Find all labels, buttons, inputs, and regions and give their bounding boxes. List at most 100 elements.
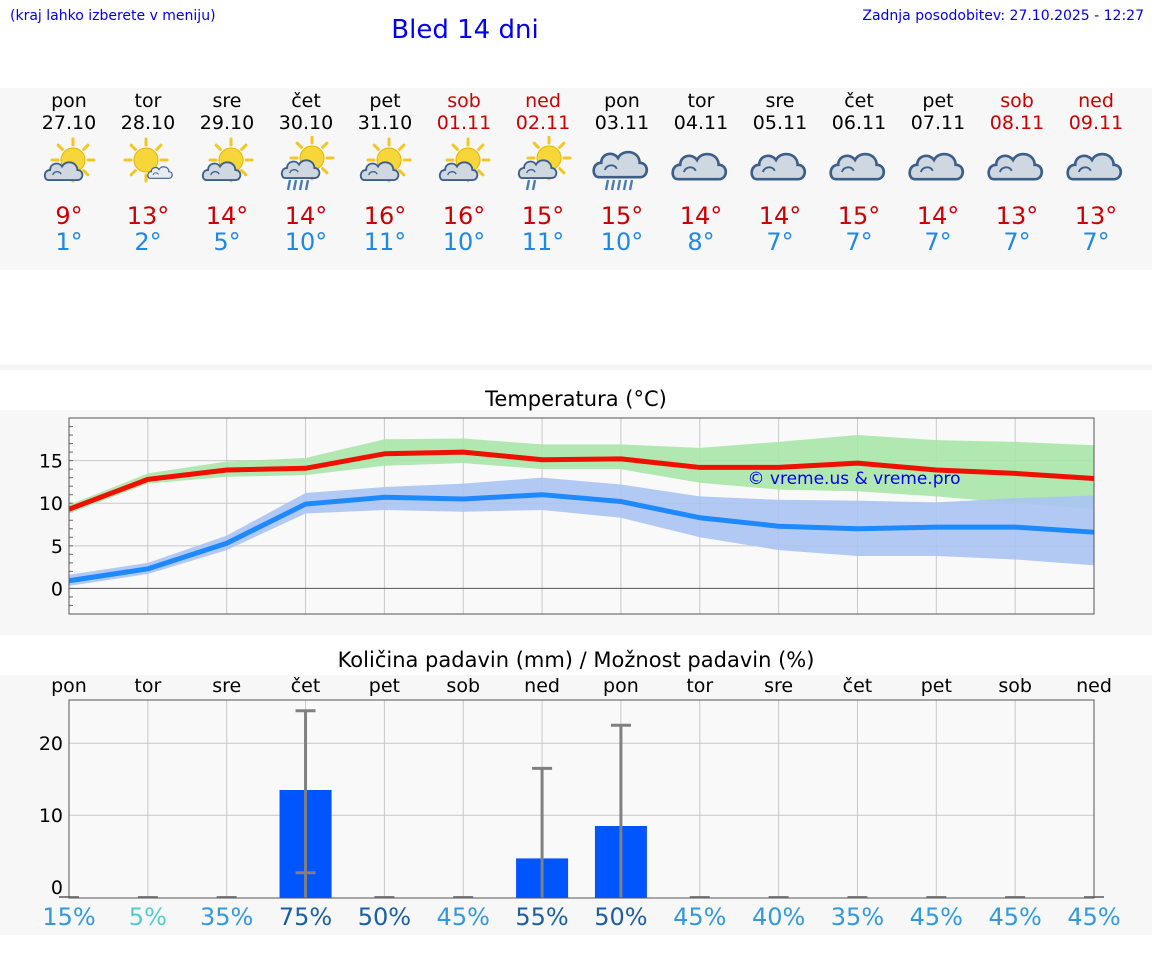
precipitation-probability: 50% bbox=[594, 903, 648, 931]
day-name: sob bbox=[1000, 90, 1034, 112]
page-title: Bled 14 dni bbox=[391, 15, 539, 45]
max-temperature: 15° bbox=[521, 202, 565, 230]
cloudy-icon bbox=[829, 152, 886, 181]
day-name: pet bbox=[369, 90, 401, 112]
cloudy-icon bbox=[987, 152, 1044, 181]
partly-sunny-icon bbox=[438, 137, 491, 183]
day-column: sob 08.11 13° 7° bbox=[977, 88, 1057, 256]
day-date: 03.11 bbox=[594, 112, 650, 134]
cloud-shape bbox=[359, 161, 400, 182]
sun-cloud-light-rain-icon bbox=[517, 136, 572, 191]
precipitation-probability: 40% bbox=[751, 903, 806, 931]
plot-frame bbox=[68, 699, 1095, 899]
cloudy-icon bbox=[671, 152, 728, 181]
day-column: pet 07.11 14° 7° bbox=[898, 88, 978, 256]
cloud-shape bbox=[671, 152, 728, 181]
precipitation-probability: 55% bbox=[515, 903, 569, 931]
day-column: sre 29.10 14° 5° bbox=[187, 88, 267, 256]
day-name: čet bbox=[844, 90, 874, 112]
sun-small-cloud-icon bbox=[123, 137, 173, 183]
partly-sunny-icon bbox=[201, 137, 254, 183]
max-temperature: 13° bbox=[995, 202, 1039, 230]
location-menu-hint: (kraj lahko izberete v meniju) bbox=[10, 8, 216, 24]
day-column: ned 02.11 15° 11° bbox=[503, 88, 583, 256]
y-tick-label: 20 bbox=[39, 733, 63, 755]
y-tick-label: 5 bbox=[51, 536, 63, 558]
day-name: sre bbox=[212, 90, 242, 112]
day-name: pon bbox=[51, 90, 87, 112]
day-name: tor bbox=[687, 90, 715, 112]
watermark: © vreme.us & vreme.pro bbox=[747, 469, 960, 489]
max-temperature: 14° bbox=[205, 202, 249, 230]
day-date: 04.11 bbox=[673, 112, 729, 134]
cloud-rain-icon bbox=[592, 150, 649, 191]
cloud-shape bbox=[438, 161, 479, 182]
precipitation-probability: 45% bbox=[909, 903, 963, 931]
x-day-label: ned bbox=[524, 675, 560, 697]
last-update-label: Zadnja posodobitev: 27.10.2025 - 12:27 bbox=[862, 8, 1144, 24]
temperature-chart-title: Temperatura (°C) bbox=[485, 387, 667, 411]
day-name: ned bbox=[1078, 90, 1114, 112]
min-temperature: 8° bbox=[687, 228, 715, 256]
cloudy-icon bbox=[750, 152, 807, 181]
precipitation-chart-title: Količina padavin (mm) / Možnost padavin … bbox=[337, 648, 815, 672]
day-date: 07.11 bbox=[910, 112, 966, 134]
day-date: 09.11 bbox=[1068, 112, 1124, 134]
day-column: pet 31.10 16° 11° bbox=[345, 88, 425, 256]
cloud-shape bbox=[829, 152, 886, 181]
day-name: pet bbox=[922, 90, 954, 112]
x-day-label: pon bbox=[603, 675, 639, 697]
max-temperature: 15° bbox=[837, 202, 881, 230]
plot-frame bbox=[68, 417, 1095, 615]
day-date: 29.10 bbox=[199, 112, 255, 134]
cloudy-icon bbox=[908, 152, 965, 181]
precipitation-probability: 15% bbox=[42, 903, 96, 931]
min-temperature: 7° bbox=[1003, 228, 1031, 256]
max-temperature: 13° bbox=[1074, 202, 1118, 230]
cloud-shape bbox=[147, 166, 173, 179]
min-temperature: 11° bbox=[521, 228, 565, 256]
min-temperature: 5° bbox=[213, 228, 241, 256]
cloud-shape bbox=[280, 159, 321, 180]
day-date: 02.11 bbox=[515, 112, 571, 134]
day-column: ned 09.11 13° 7° bbox=[1056, 88, 1136, 256]
precipitation-probability: 45% bbox=[988, 903, 1042, 931]
day-column: sob 01.11 16° 10° bbox=[424, 88, 504, 256]
min-temperature: 7° bbox=[1082, 228, 1110, 256]
precipitation-probability: 35% bbox=[200, 903, 254, 931]
max-temperature: 16° bbox=[363, 202, 407, 230]
x-day-label: pet bbox=[921, 675, 952, 697]
max-temperature: 14° bbox=[679, 202, 723, 230]
sun-cloud-rain-icon bbox=[280, 136, 335, 191]
max-temperature: 14° bbox=[284, 202, 328, 230]
min-temperature: 7° bbox=[924, 228, 952, 256]
day-date: 08.11 bbox=[989, 112, 1045, 134]
y-tick-label: 10 bbox=[39, 493, 63, 515]
x-day-label: čet bbox=[291, 675, 321, 697]
cloudy-icon bbox=[1066, 152, 1123, 181]
precipitation-probability: 35% bbox=[830, 903, 885, 931]
max-temperature: 14° bbox=[916, 202, 960, 230]
min-temperature: 1° bbox=[55, 228, 83, 256]
day-date: 31.10 bbox=[357, 112, 413, 134]
precipitation-probability: 75% bbox=[278, 903, 333, 931]
max-temperature: 14° bbox=[758, 202, 802, 230]
x-day-label: sob bbox=[998, 675, 1032, 697]
day-name: sob bbox=[447, 90, 481, 112]
y-tick-label: 15 bbox=[39, 451, 63, 473]
day-column: pon 27.10 9° 1° bbox=[29, 88, 109, 256]
day-date: 28.10 bbox=[120, 112, 176, 134]
cloud-shape bbox=[517, 159, 558, 180]
cloud-shape bbox=[43, 161, 84, 182]
y-tick-label: 10 bbox=[39, 805, 63, 827]
divider bbox=[0, 365, 1152, 370]
day-name: tor bbox=[134, 90, 162, 112]
min-temperature: 10° bbox=[600, 228, 644, 256]
day-column: čet 06.11 15° 7° bbox=[819, 88, 899, 256]
x-day-label: sob bbox=[446, 675, 480, 697]
x-day-label: tor bbox=[686, 675, 713, 697]
cloud-shape bbox=[750, 152, 807, 181]
cloud-shape bbox=[908, 152, 965, 181]
min-temperature: 7° bbox=[766, 228, 794, 256]
max-temperature: 16° bbox=[442, 202, 486, 230]
